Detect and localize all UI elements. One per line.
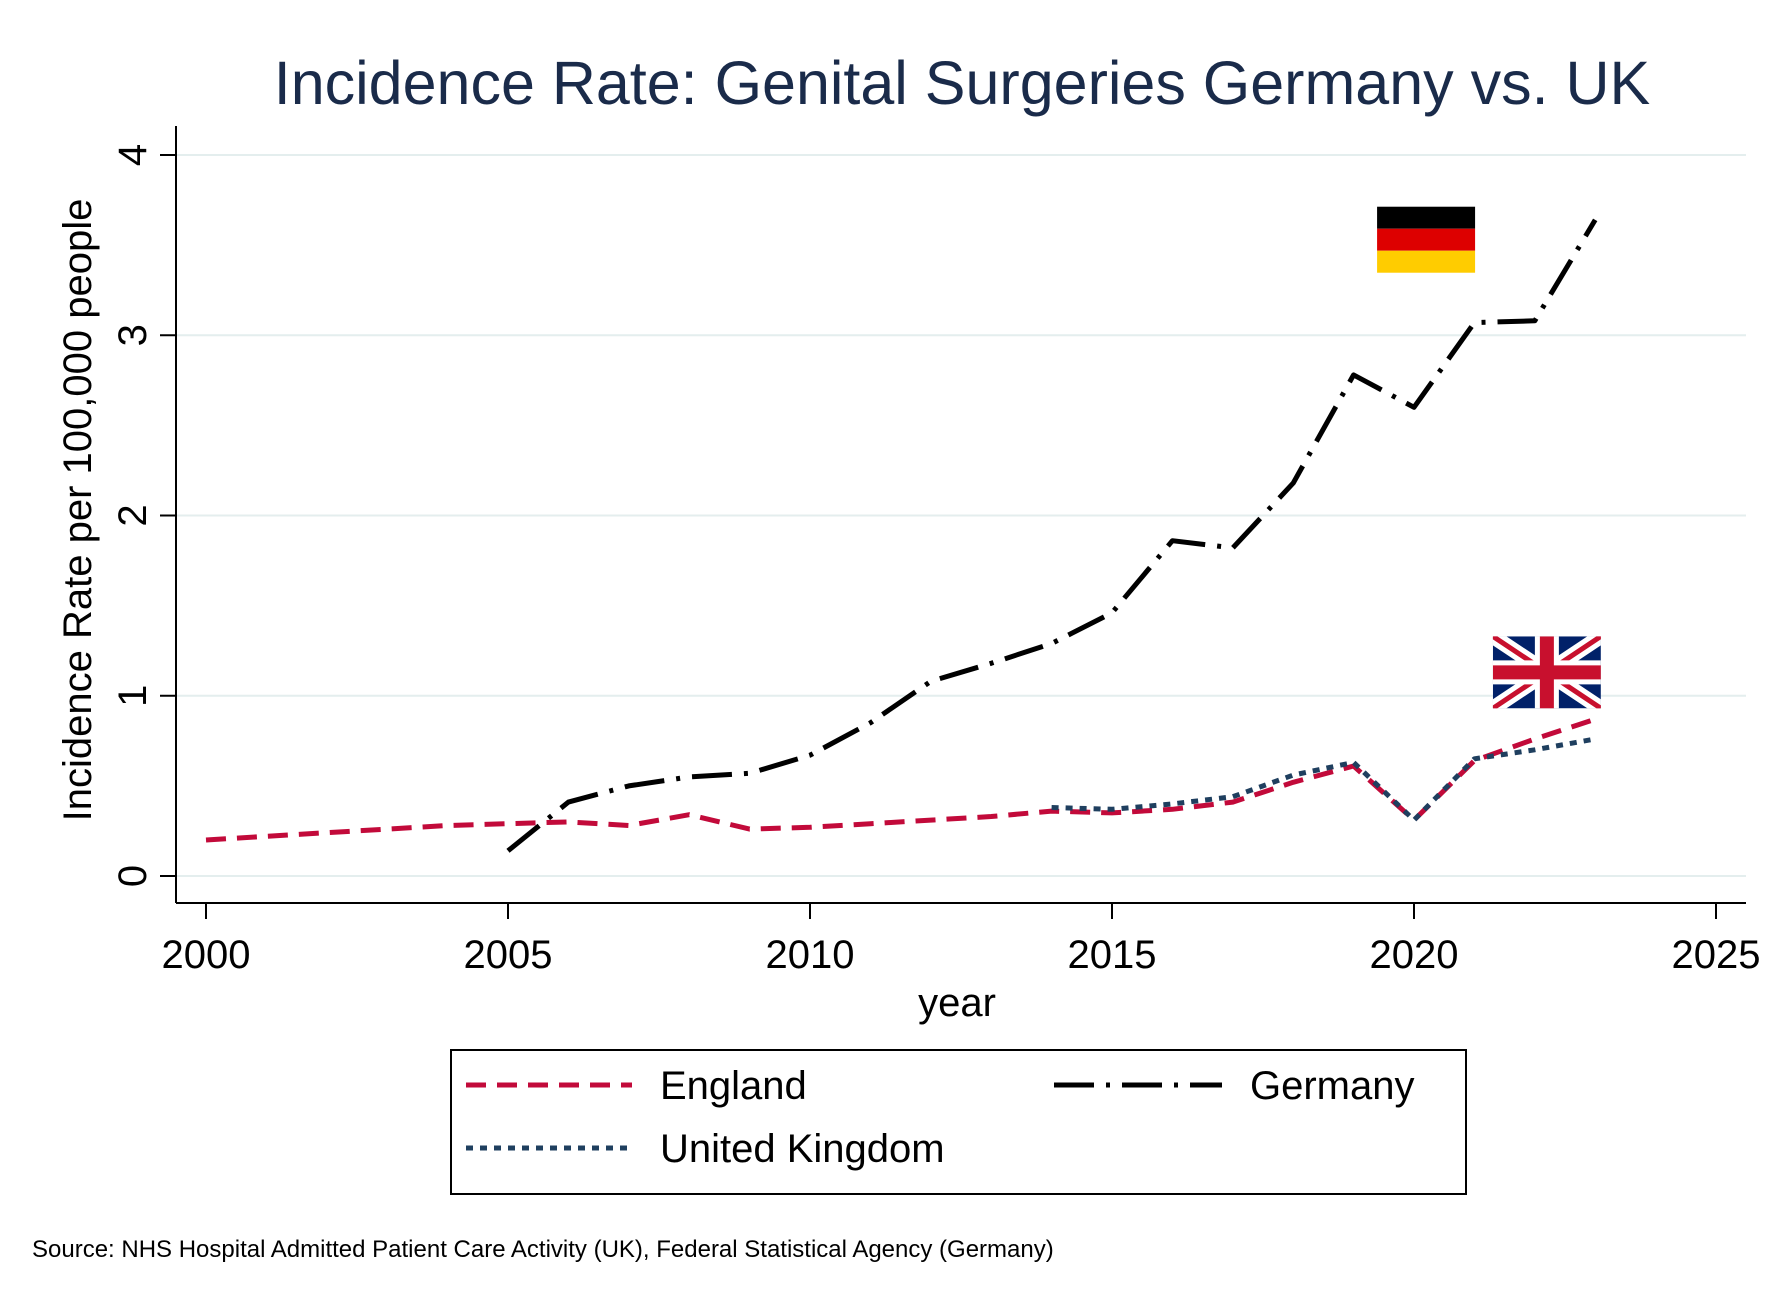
series-lines: [205, 218, 1598, 853]
x-tick-label-0: 2000: [162, 933, 251, 977]
legend-label-germany: Germany: [1250, 1064, 1415, 1108]
uk-flag-cross-red: [1492, 636, 1601, 709]
series-line-germany: [506, 218, 1598, 853]
y-tick-label-2: 2: [111, 504, 155, 526]
x-tick-label-1: 2005: [464, 933, 553, 977]
germany-flag-stripe-2: [1377, 250, 1476, 273]
x-tick-label-5: 2025: [1672, 933, 1761, 977]
series-line-united-kingdom: [1051, 736, 1596, 823]
x-tick-label-2: 2010: [766, 933, 855, 977]
chart-title: Incidence Rate: Genital Surgeries German…: [274, 49, 1651, 117]
legend-box: [450, 1049, 1467, 1195]
y-tick-label-4: 4: [111, 144, 155, 166]
y-axis-ticks: 0 1 2 3 4: [111, 144, 176, 887]
y-tick-label-1: 1: [111, 685, 155, 707]
germany-flag-stripe-0: [1377, 206, 1476, 229]
germany-flag-stripe-1: [1377, 228, 1476, 251]
uk-flag-body: [1492, 636, 1601, 709]
x-tick-label-4: 2020: [1370, 933, 1459, 977]
source-note: Source: NHS Hospital Admitted Patient Ca…: [32, 1236, 1054, 1263]
x-axis-ticks: 2000 2005 2010 2015 2020 2025: [162, 903, 1761, 977]
germany-flag-icon: [1377, 206, 1476, 273]
uk-flag-icon: [1492, 636, 1601, 709]
y-tick-label-0: 0: [111, 865, 155, 887]
x-axis-title: year: [918, 981, 996, 1025]
legend: England Germany United Kingdom: [450, 1049, 1467, 1195]
series-line-england: [205, 716, 1596, 843]
y-axis-title: Incidence Rate per 100,000 people: [56, 199, 100, 822]
x-tick-label-3: 2015: [1068, 933, 1157, 977]
legend-label-england: England: [660, 1064, 807, 1108]
y-tick-label-3: 3: [111, 324, 155, 346]
legend-label-united-kingdom: United Kingdom: [660, 1127, 945, 1171]
gridlines: [176, 154, 1746, 877]
